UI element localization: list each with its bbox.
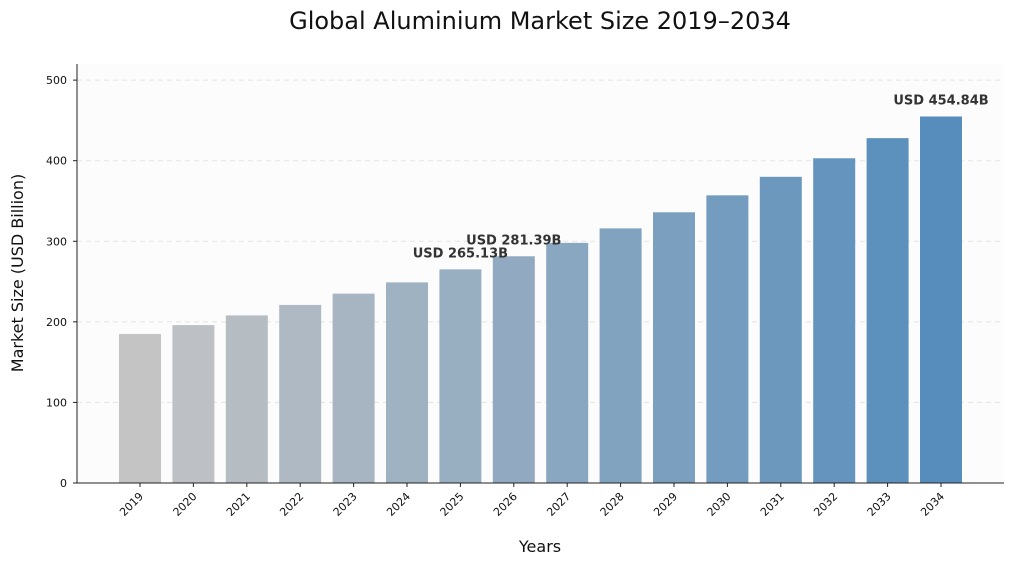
data-label-2025: USD 265.13B xyxy=(413,246,508,261)
y-tick-label: 500 xyxy=(46,74,67,87)
y-tick-label: 200 xyxy=(46,316,67,329)
x-tick-label: 2019 xyxy=(117,490,146,519)
x-tick-label: 2022 xyxy=(277,490,306,519)
x-axis-ticks: 2019 2020 2021 2022 2023 2024 2025 2026 2027 2028… xyxy=(117,483,947,519)
bar-2024 xyxy=(386,282,428,483)
bar-2022 xyxy=(279,304,322,483)
bar-2019 xyxy=(119,333,161,483)
x-tick-label: 2028 xyxy=(598,490,627,519)
bar-2023 xyxy=(332,293,375,483)
chart-title: Global Aluminium Market Size 2019–2034 xyxy=(289,7,791,35)
y-tick-label: 100 xyxy=(46,396,67,409)
bar-2034 xyxy=(920,116,962,484)
x-tick-label: 2033 xyxy=(865,490,894,519)
y-axis-ticks: 0 100 200 300 400 500 xyxy=(46,74,77,490)
x-tick-label: 2034 xyxy=(918,490,947,519)
data-label-2034: USD 454.84B xyxy=(893,94,988,109)
x-tick-label: 2031 xyxy=(758,490,787,519)
x-tick-label: 2027 xyxy=(544,490,573,519)
bar-2031 xyxy=(759,176,802,484)
bar-2032 xyxy=(813,158,856,483)
bar-2025 xyxy=(439,269,482,483)
x-tick-label: 2032 xyxy=(811,490,840,519)
x-tick-label: 2023 xyxy=(331,490,360,519)
bar-2020 xyxy=(172,325,215,483)
x-tick-label: 2030 xyxy=(705,490,734,519)
y-tick-label: 0 xyxy=(60,477,67,490)
plot-area xyxy=(77,64,1004,483)
y-tick-label: 400 xyxy=(46,155,67,168)
x-axis-title: Years xyxy=(518,537,561,556)
y-axis-title: Market Size (USD Billion) xyxy=(8,174,27,372)
bar-2033 xyxy=(866,138,909,483)
bar-2028 xyxy=(599,228,642,483)
bar-2027 xyxy=(546,242,589,483)
x-tick-label: 2026 xyxy=(491,490,520,519)
bar-2021 xyxy=(225,315,268,483)
bar-2030 xyxy=(706,195,749,483)
y-tick-label: 300 xyxy=(46,235,67,248)
x-tick-label: 2021 xyxy=(224,490,253,519)
x-tick-label: 2024 xyxy=(384,490,413,519)
data-label-2026: USD 281.39B xyxy=(466,233,561,248)
bar-2029 xyxy=(653,212,695,483)
x-tick-label: 2020 xyxy=(171,490,200,519)
bars xyxy=(119,116,962,484)
x-tick-label: 2025 xyxy=(438,490,467,519)
bar-2026 xyxy=(492,256,535,483)
x-tick-label: 2029 xyxy=(651,490,680,519)
